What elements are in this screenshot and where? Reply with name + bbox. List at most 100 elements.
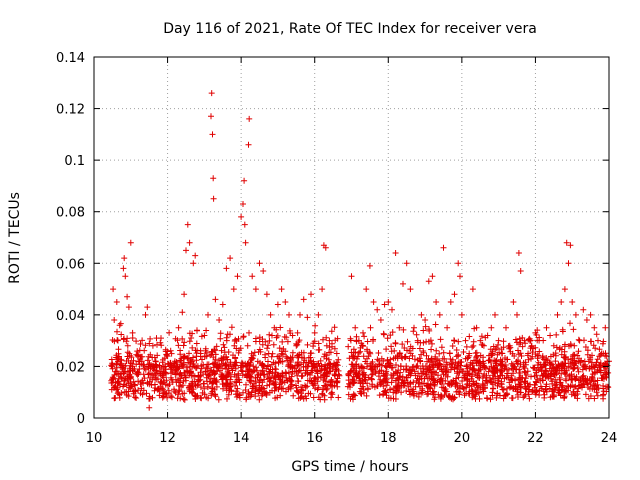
data-point [173,365,180,372]
data-point [524,368,531,375]
data-point [542,367,549,374]
data-point [501,375,508,382]
y-tick-label: 0.06 [56,257,85,272]
data-point [317,367,324,374]
data-point [596,346,603,353]
data-point [470,392,477,399]
data-point [567,341,574,348]
data-point [364,348,371,355]
data-point [179,335,186,342]
data-point [515,250,522,256]
data-point [477,366,484,373]
data-point [418,351,425,358]
data-point [410,328,417,335]
data-point [434,378,441,385]
data-point [585,358,592,365]
data-point [118,331,125,338]
data-point [248,350,255,357]
data-point [593,331,600,338]
data-point [206,378,213,385]
data-point [212,391,219,398]
data-point [483,374,490,381]
y-tick-label: 0.14 [56,51,85,66]
data-point [437,336,444,343]
data-point [360,329,366,336]
data-point [485,368,492,375]
data-point [202,345,209,352]
data-point [181,339,188,346]
data-point [270,341,277,348]
data-point [294,372,301,379]
data-point [433,347,440,354]
data-point [369,381,376,388]
data-point [575,336,582,343]
data-point [463,343,470,350]
data-point [591,383,598,390]
data-point [132,394,138,401]
data-point [474,353,480,359]
data-point [422,323,429,330]
data-point [260,362,267,369]
data-point [238,213,245,220]
data-point [120,265,127,272]
data-point [246,329,252,336]
data-point [310,343,317,350]
data-point [440,349,447,356]
data-point [463,376,470,383]
data-point [436,360,442,367]
data-point [419,389,426,396]
data-point [127,362,134,369]
data-point [245,141,252,148]
data-point [184,221,191,228]
y-tick-label: 0 [77,412,85,427]
data-point [233,374,240,380]
data-point [153,376,160,383]
data-point [294,388,301,395]
x-tick-label: 14 [233,431,250,446]
data-point [573,373,580,380]
data-point [222,362,229,369]
data-point [305,390,312,397]
data-point [432,394,438,401]
data-point [463,363,470,370]
data-point [397,363,404,370]
data-point [475,359,482,366]
data-point [175,324,182,331]
data-point [314,386,321,393]
data-point [147,335,154,342]
data-point [317,357,324,364]
data-point [521,378,528,385]
data-point [179,309,186,316]
data-point [562,341,568,348]
data-point [385,299,392,305]
data-point [392,390,399,396]
data-point [594,377,601,384]
data-point [407,391,413,398]
data-point [271,373,278,380]
data-point [575,348,582,355]
data-point [378,380,385,387]
data-point [321,351,328,358]
data-point [395,352,401,359]
y-tick-label: 0.08 [56,206,85,221]
data-point [480,342,487,349]
data-point [212,356,219,363]
data-point [455,260,462,267]
data-point [315,394,322,401]
data-point [571,392,578,399]
data-point [598,375,605,382]
data-point [363,286,370,293]
data-point [281,379,288,386]
data-point [308,369,315,376]
data-point [271,380,278,387]
y-axis-label: ROTI / TECUs [7,192,23,284]
data-point [192,252,199,259]
data-point [183,364,190,371]
data-point [406,388,413,395]
data-point [124,342,131,349]
data-point [413,390,420,397]
data-point [238,367,245,374]
data-point [271,324,278,331]
data-point [225,391,232,398]
data-point [267,311,274,318]
